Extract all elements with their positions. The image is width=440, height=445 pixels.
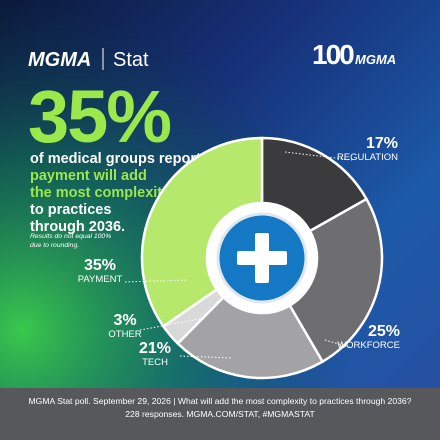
data-label: 21%	[139, 340, 171, 357]
category-label: REGULATION	[337, 152, 398, 163]
leader-line	[139, 317, 206, 331]
leader-line	[324, 339, 353, 349]
description-line: the most complexity	[30, 185, 170, 201]
description-line: through 2036.	[30, 219, 125, 235]
leader-line	[124, 279, 189, 283]
plus-icon	[237, 251, 287, 265]
category-label: TECH	[142, 357, 168, 368]
category-label: WORKFORCE	[337, 340, 400, 351]
note-line: Results do not equal 100%	[30, 233, 111, 240]
description-line: of medical groups report	[30, 151, 201, 167]
brand: MGMA	[28, 49, 91, 71]
category-label: OTHER	[108, 329, 141, 340]
data-label: 3%	[113, 312, 136, 329]
footer-line: MGMA Stat poll. September 29, 2026 | Wha…	[29, 396, 412, 406]
footer-bar	[0, 388, 440, 440]
data-label: 35%	[84, 257, 116, 274]
footer-line: 228 responses. MGMA.COM/STAT, #MGMASTAT	[125, 409, 315, 419]
donut-chart	[124, 136, 384, 380]
logo-number: 100	[312, 39, 354, 70]
note-line: due to rounding.	[30, 242, 79, 249]
logo-brand: MGMA	[355, 52, 396, 67]
note: Results do not equal 100% due to rounding…	[30, 233, 111, 249]
data-label: 17%	[366, 135, 398, 152]
description-line: payment will add	[30, 168, 147, 184]
data-label: 25%	[368, 323, 400, 340]
category-label: PAYMENT	[78, 274, 123, 285]
headline: 35%	[28, 75, 170, 158]
product: Stat	[113, 49, 149, 71]
leader-line	[179, 355, 233, 359]
description-line: to practices	[30, 202, 111, 218]
leader-line	[284, 151, 353, 161]
